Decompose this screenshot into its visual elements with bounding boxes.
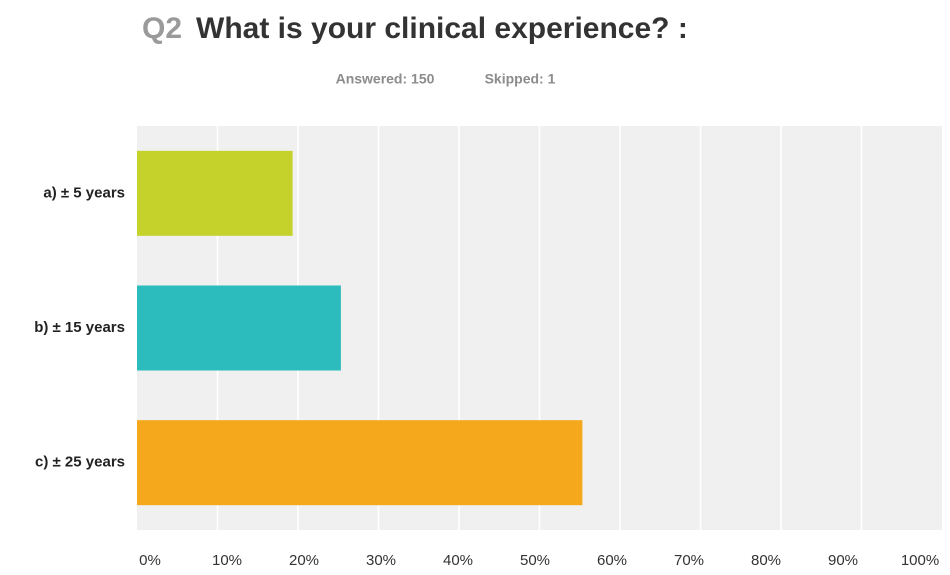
bar <box>137 285 341 371</box>
x-tick-label: 0% <box>139 552 161 569</box>
skipped-count: Skipped: 1 <box>485 71 556 87</box>
bar <box>137 150 293 236</box>
x-tick-label: 20% <box>289 552 319 569</box>
x-tick-label: 70% <box>674 552 704 569</box>
y-tick-label: a) ± 5 years <box>43 184 125 201</box>
y-tick-label: c) ± 25 years <box>35 454 125 471</box>
x-tick-label: 10% <box>212 552 242 569</box>
x-tick-label: 100% <box>901 552 939 569</box>
x-tick-label: 90% <box>828 552 858 569</box>
x-tick-label: 40% <box>443 552 473 569</box>
x-tick-label: 80% <box>751 552 781 569</box>
x-tick-label: 60% <box>597 552 627 569</box>
bar <box>137 420 583 506</box>
answered-count: Answered: 150 <box>336 71 435 87</box>
chart-title: What is your clinical experience? : <box>196 12 688 45</box>
question-number: Q2 <box>142 12 182 45</box>
x-tick-label: 30% <box>366 552 396 569</box>
x-tick-label: 50% <box>520 552 550 569</box>
y-tick-label: b) ± 15 years <box>34 319 125 336</box>
